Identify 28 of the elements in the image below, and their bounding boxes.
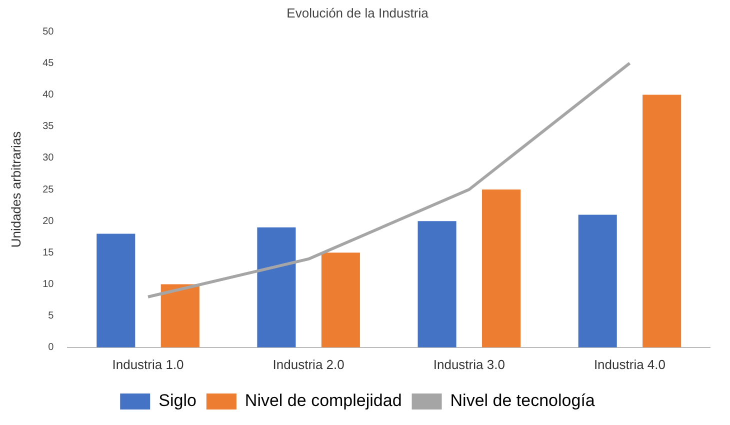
bar (257, 227, 296, 348)
y-tick-label: 30 (42, 152, 54, 164)
bar (160, 284, 200, 348)
y-tick-label: 15 (42, 247, 54, 258)
legend-label: Nivel de complejidad (244, 391, 402, 410)
y-axis-title: Unidades arbitrarias (8, 130, 24, 248)
y-tick-label: 20 (42, 216, 54, 227)
bar (482, 190, 521, 348)
y-tick-label: 45 (42, 58, 54, 69)
legend-label: Siglo (158, 391, 196, 410)
y-tick-label: 10 (42, 278, 54, 290)
chart-title: Evolución de la Industria (286, 5, 430, 20)
x-tick-label: Industria 4.0 (594, 356, 666, 372)
y-tick-label: 35 (42, 121, 54, 132)
y-tick-label: 0 (48, 342, 54, 354)
legend-label: Nivel de tecnología (450, 391, 596, 410)
bar (96, 234, 136, 348)
x-tick-label: Industria 3.0 (433, 356, 505, 372)
y-tick-label: 40 (42, 90, 54, 101)
bar (418, 221, 456, 348)
x-tick-label: Industria 2.0 (272, 356, 344, 372)
bar (321, 252, 360, 348)
y-tick-label: 25 (42, 184, 54, 196)
x-tick-label: Industria 1.0 (112, 356, 184, 372)
bar (642, 94, 682, 348)
y-tick-label: 50 (42, 26, 54, 38)
y-tick-label: 5 (48, 310, 54, 322)
bar (578, 214, 617, 348)
